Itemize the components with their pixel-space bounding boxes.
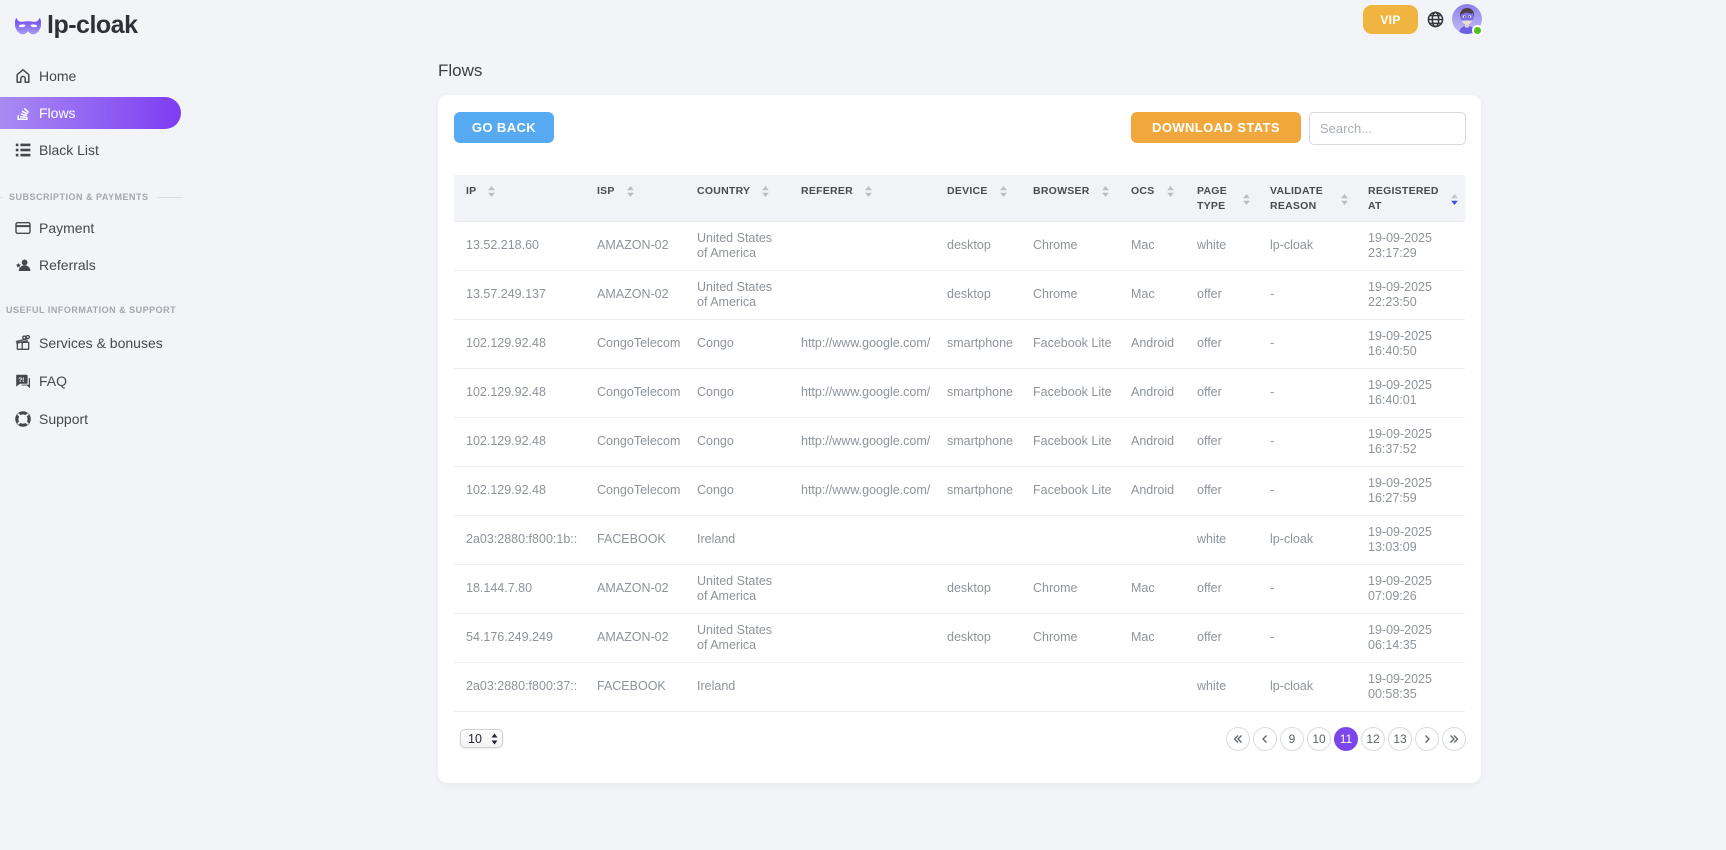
svg-text:?!: ?! [18, 377, 24, 384]
